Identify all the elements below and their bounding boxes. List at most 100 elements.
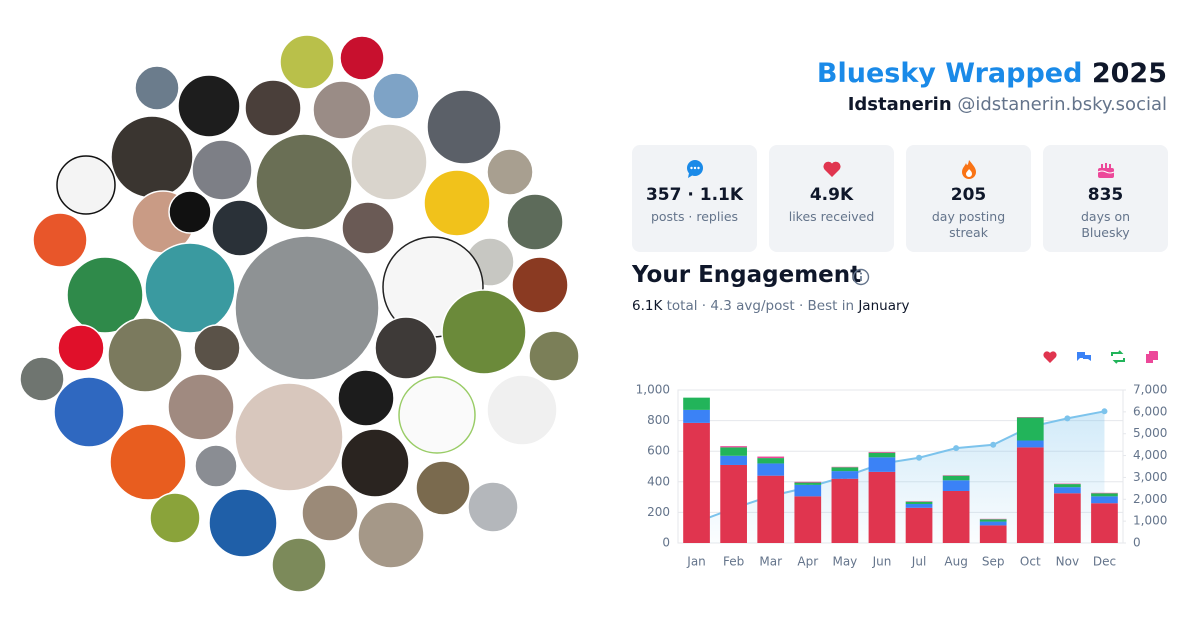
y-tick-label: 200: [647, 505, 670, 519]
display-name: Idstanerin: [847, 94, 952, 115]
bar-segment: [868, 452, 896, 458]
x-tick-label: Jun: [872, 555, 892, 569]
x-tick-label: Feb: [723, 555, 744, 569]
bar-segment: [979, 525, 1007, 543]
bar-segment: [1054, 487, 1081, 494]
bar-segment: [720, 446, 747, 448]
bar-segment: [868, 457, 896, 472]
icon: [1097, 163, 1114, 178]
bar-segment: [683, 397, 710, 410]
x-tick-label: Nov: [1056, 555, 1079, 569]
bar-segment: [942, 490, 970, 543]
stat-value: 835: [1087, 185, 1124, 205]
line-point: [1101, 408, 1108, 415]
y-tick-label: 800: [647, 413, 670, 427]
y-tick-label: 0: [662, 536, 670, 550]
bar-segment: [794, 484, 822, 497]
x-tick-label: Mar: [759, 555, 782, 569]
bar-segment: [757, 456, 785, 459]
y2-tick-label: 2,000: [1133, 492, 1167, 506]
total: 6.1K: [632, 298, 663, 314]
bar-segment: [1016, 447, 1044, 543]
bar-segment: [1054, 484, 1081, 488]
icon: [961, 160, 976, 179]
bar-segment: [757, 475, 785, 543]
bar-segment: [720, 447, 747, 456]
x-tick-label: Jul: [911, 555, 926, 569]
legend-icon: [1043, 351, 1057, 363]
legend-icon: [1146, 351, 1158, 363]
info-icon[interactable]: [852, 268, 870, 286]
icon: [822, 161, 841, 177]
line-point: [953, 445, 960, 452]
bar-segment: [683, 409, 710, 423]
avatars: [19, 34, 580, 593]
stat-label: day posting streak: [931, 209, 1006, 240]
bar-segment: [794, 482, 822, 485]
x-tick-label: Aug: [944, 555, 967, 569]
stat-value: 4.9K: [809, 185, 854, 205]
y2-tick-label: 7,000: [1133, 383, 1167, 397]
x-tick-label: Sep: [982, 555, 1005, 569]
x-tick-label: Oct: [1020, 555, 1041, 569]
bar-segment: [757, 458, 785, 464]
stat-label: days on Bluesky: [1080, 209, 1131, 240]
avatar-cluster: [19, 34, 580, 593]
y2-tick-label: 1,000: [1133, 514, 1167, 528]
line-point: [990, 441, 997, 448]
bar-segment: [905, 501, 933, 504]
engagement-chart: 0 200 400 600 800 1,000 0 1,000 2,000 3,000 4,000 5…: [636, 350, 1167, 569]
bar-segment: [942, 475, 970, 481]
stat-label: likes received: [788, 209, 875, 224]
bar-segment: [831, 467, 859, 472]
bar-segment: [1054, 493, 1081, 543]
stat-value: 205: [950, 185, 987, 205]
stat-value: 357 · 1.1K: [645, 185, 744, 205]
profile: Idstanerin @idstanerin.bsky.social: [848, 94, 1167, 115]
year: 2025: [1091, 58, 1167, 89]
bar-segment: [757, 463, 785, 476]
x-tick-label: Apr: [797, 555, 818, 569]
bar-segment: [979, 519, 1007, 522]
section-title: Your Engagement: [632, 262, 862, 288]
bar-segment: [1091, 496, 1118, 504]
bar-segment: [1091, 493, 1118, 497]
y2-tick-label: 4,000: [1133, 448, 1167, 462]
y2-tick-label: 3,000: [1133, 470, 1167, 484]
y-tick-label: 600: [647, 444, 670, 458]
title: Bluesky Wrapped 2025: [817, 58, 1167, 89]
y-tick-label: 400: [647, 474, 670, 488]
icon: [686, 160, 703, 178]
bar-segment: [831, 471, 859, 479]
best-month: January: [858, 298, 910, 314]
bar-segment: [1016, 440, 1044, 448]
bar-segment: [720, 455, 747, 465]
legend-icon: [1077, 352, 1091, 361]
bar-segment: [868, 451, 896, 453]
bar-segment: [868, 471, 896, 543]
stat-card: 835 days on Bluesky: [1043, 145, 1168, 252]
y-tick-label: 1,000: [636, 383, 670, 397]
x-tick-label: Dec: [1093, 555, 1116, 569]
y2-tick-label: 5,000: [1133, 426, 1167, 440]
bar-segment: [831, 478, 859, 543]
line-point: [916, 454, 923, 461]
legend-icon: [1111, 350, 1125, 364]
bar-segment: [794, 481, 822, 483]
x-tick-label: Jan: [686, 555, 706, 569]
line-point: [1064, 415, 1071, 422]
handle: @idstanerin.bsky.social: [957, 94, 1167, 115]
y2-tick-label: 0: [1133, 536, 1141, 550]
bar-segment: [905, 507, 933, 543]
stat-cards: 357 · 1.1K posts · replies 4.9K likes re…: [632, 145, 1168, 252]
bar-segment: [794, 496, 822, 543]
stat-card: 205 day posting streak: [906, 145, 1031, 252]
x-tick-label: May: [832, 555, 857, 569]
summary: 6.1K total · 4.3 avg/post · Best in Janu…: [632, 298, 910, 314]
bar-segment: [1091, 503, 1118, 543]
bar-segment: [683, 422, 710, 543]
y2-tick-label: 6,000: [1133, 404, 1167, 418]
stat-card: 357 · 1.1K posts · replies: [632, 145, 757, 252]
